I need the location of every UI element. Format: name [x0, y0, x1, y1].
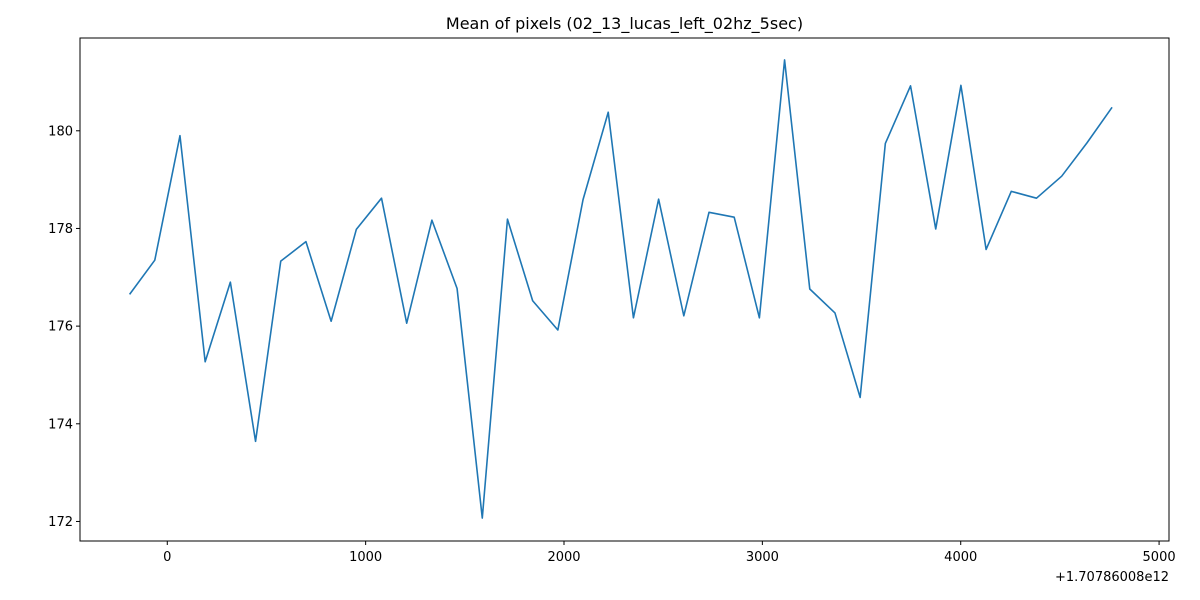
y-tick-label: 178 — [48, 222, 73, 237]
x-tick-label: 1000 — [349, 550, 382, 565]
y-tick-label: 176 — [48, 320, 73, 335]
y-tick-label: 180 — [48, 124, 73, 139]
y-axis: 172 174 176 178 180 — [48, 124, 80, 530]
x-axis: 0 1000 2000 3000 4000 5000 — [163, 541, 1176, 565]
plot-frame — [79, 37, 1170, 542]
chart-title: Mean of pixels (02_13_lucas_left_02hz_5s… — [446, 14, 803, 34]
x-offset-label: +1.70786008e12 — [1055, 570, 1169, 585]
x-tick-label: 5000 — [1143, 550, 1176, 565]
x-tick-label: 2000 — [547, 550, 580, 565]
x-tick-label: 0 — [163, 550, 171, 565]
y-tick-label: 174 — [48, 417, 73, 432]
series-line — [128, 59, 1113, 519]
x-tick-label: 4000 — [944, 550, 977, 565]
x-tick-label: 3000 — [746, 550, 779, 565]
y-tick-label: 172 — [48, 515, 73, 530]
